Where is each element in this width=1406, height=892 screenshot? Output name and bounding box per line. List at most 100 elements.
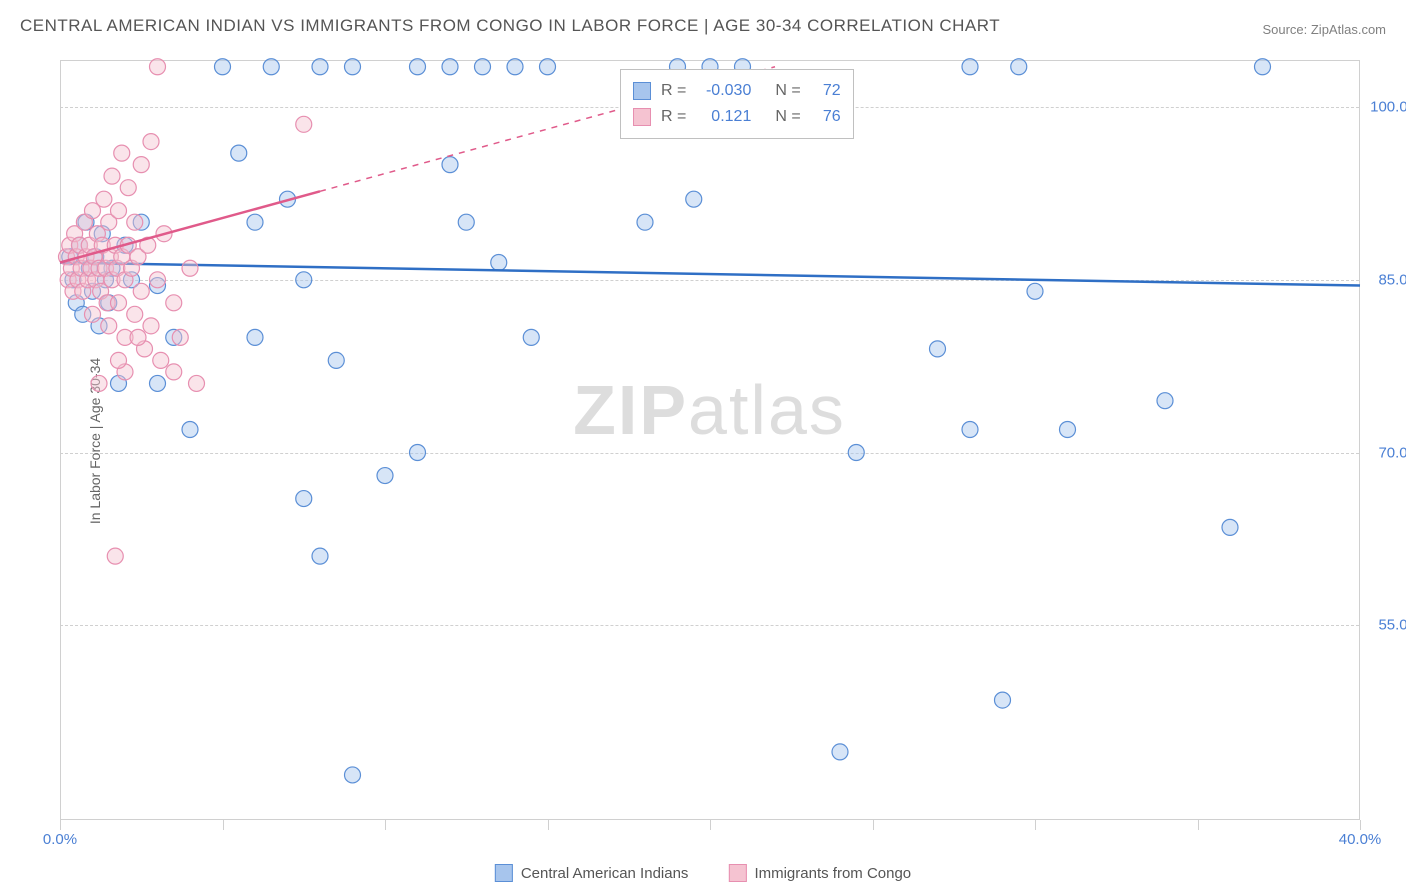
legend-item: Central American Indians [495,864,689,882]
stats-row: R = -0.030 N = 72 [633,78,841,104]
plot-area: 55.0%70.0%85.0%100.0%0.0%40.0% In Labor … [60,60,1360,820]
scatter-point [150,59,166,75]
scatter-point [637,214,653,230]
scatter-point [143,318,159,334]
scatter-point [91,375,107,391]
scatter-point [442,157,458,173]
r-label: R = [661,82,686,100]
scatter-point [114,145,130,161]
scatter-point [127,306,143,322]
x-tick [60,820,61,830]
scatter-point [410,445,426,461]
scatter-point [491,255,507,271]
scatter-point [182,260,198,276]
y-tick-label: 70.0% [1378,444,1406,461]
scatter-point [189,375,205,391]
scatter-point [182,421,198,437]
y-tick-label: 100.0% [1370,99,1406,116]
scatter-point [247,329,263,345]
n-label: N = [775,82,800,100]
scatter-point [1060,421,1076,437]
scatter-point [962,59,978,75]
scatter-point [296,116,312,132]
scatter-point [1027,283,1043,299]
legend-item: Immigrants from Congo [728,864,911,882]
scatter-point [1157,393,1173,409]
scatter-point [848,445,864,461]
scatter-svg [60,61,1359,820]
scatter-point [377,468,393,484]
legend-label: Central American Indians [521,865,689,882]
scatter-point [247,214,263,230]
scatter-point [104,168,120,184]
scatter-point [133,157,149,173]
x-tick [873,820,874,830]
scatter-point [1255,59,1271,75]
n-label: N = [775,108,800,126]
scatter-point [410,59,426,75]
x-tick [1360,820,1361,830]
x-tick [385,820,386,830]
scatter-point [507,59,523,75]
scatter-point [231,145,247,161]
r-value: 0.121 [696,108,751,126]
scatter-point [1222,519,1238,535]
x-tick [1035,820,1036,830]
scatter-point [96,191,112,207]
y-tick-label: 55.0% [1378,617,1406,634]
x-tick [1198,820,1199,830]
scatter-point [111,295,127,311]
scatter-point [101,318,117,334]
scatter-point [962,421,978,437]
n-value: 72 [811,82,841,100]
scatter-point [540,59,556,75]
scatter-point [166,295,182,311]
scatter-point [995,692,1011,708]
stats-row: R = 0.121 N = 76 [633,104,841,130]
scatter-point [263,59,279,75]
scatter-point [166,364,182,380]
x-tick-label: 0.0% [43,831,77,848]
x-tick [223,820,224,830]
scatter-point [85,306,101,322]
scatter-point [475,59,491,75]
scatter-point [442,59,458,75]
x-tick-label: 40.0% [1339,831,1382,848]
correlation-stats-box: R = -0.030 N = 72 R = 0.121 N = 76 [620,69,854,139]
scatter-point [1011,59,1027,75]
scatter-point [130,329,146,345]
scatter-point [296,272,312,288]
scatter-point [172,329,188,345]
n-value: 76 [811,108,841,126]
scatter-point [111,203,127,219]
scatter-point [328,352,344,368]
legend-swatch [728,864,746,882]
scatter-point [832,744,848,760]
scatter-point [345,59,361,75]
scatter-point [150,375,166,391]
scatter-point [107,548,123,564]
scatter-point [523,329,539,345]
legend-swatch [633,108,651,126]
y-tick-label: 85.0% [1378,271,1406,288]
scatter-point [930,341,946,357]
chart-title: CENTRAL AMERICAN INDIAN VS IMMIGRANTS FR… [20,16,1000,36]
scatter-point [127,214,143,230]
r-value: -0.030 [696,82,751,100]
legend-label: Immigrants from Congo [754,865,911,882]
scatter-point [153,352,169,368]
r-label: R = [661,108,686,126]
x-tick [710,820,711,830]
scatter-point [150,272,166,288]
x-tick [548,820,549,830]
scatter-point [133,283,149,299]
scatter-point [312,59,328,75]
scatter-point [215,59,231,75]
scatter-point [296,491,312,507]
scatter-point [686,191,702,207]
scatter-point [345,767,361,783]
scatter-point [143,134,159,150]
bottom-legend: Central American Indians Immigrants from … [495,864,911,882]
source-attribution: Source: ZipAtlas.com [1262,22,1386,37]
scatter-point [458,214,474,230]
